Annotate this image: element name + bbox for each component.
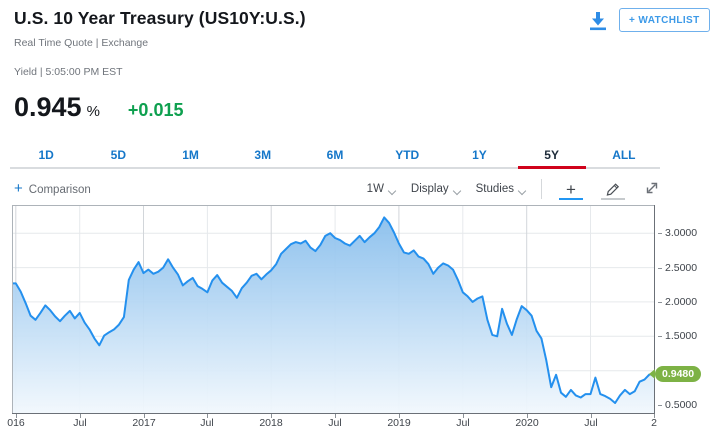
range-tabs: 1D 5D 1M 3M 6M YTD 1Y 5Y ALL [10, 145, 660, 169]
quote-time-line: Yield | 5:05:00 PM EST [14, 66, 123, 78]
x-axis-label: Jul [456, 417, 470, 429]
tab-1y[interactable]: 1Y [472, 148, 487, 162]
x-axis-tick [463, 414, 464, 418]
chart-toolbar: 1W Display Studies + [367, 178, 660, 200]
page-title: U.S. 10 Year Treasury (US10Y:U.S.) [14, 8, 306, 28]
chevron-down-icon [517, 186, 527, 195]
tab-6m[interactable]: 6M [326, 148, 344, 162]
x-axis-tick [399, 414, 400, 418]
tab-1d[interactable]: 1D [38, 148, 54, 162]
tool-underline [601, 197, 625, 200]
x-axis-label: 2017 [132, 417, 156, 429]
toolbar-divider [541, 179, 542, 199]
tab-all[interactable]: ALL [612, 148, 636, 162]
x-axis-label: Jul [73, 417, 87, 429]
active-tool-underline [559, 197, 583, 200]
plus-icon: + [14, 180, 23, 197]
x-axis-tick [144, 414, 145, 418]
x-axis-tick [335, 414, 336, 418]
interval-dropdown[interactable]: 1W [366, 183, 397, 195]
x-axis-label: Jul [328, 417, 342, 429]
crosshair-icon: + [566, 179, 576, 199]
draw-icon [606, 182, 620, 196]
tab-ytd[interactable]: YTD [395, 148, 420, 162]
x-axis-label: 016 [7, 417, 25, 429]
x-axis-tick [80, 414, 81, 418]
x-axis-tick [207, 414, 208, 418]
studies-dropdown[interactable]: Studies [475, 183, 527, 195]
tab-3m[interactable]: 3M [254, 148, 272, 162]
add-watchlist-button[interactable]: + WATCHLIST [619, 8, 710, 32]
chevron-down-icon [387, 186, 397, 195]
x-axis-label: 2 [651, 417, 657, 429]
download-button[interactable] [585, 8, 611, 34]
tab-5d[interactable]: 5D [110, 148, 126, 162]
chevron-down-icon [452, 186, 461, 195]
y-axis-label: 0.5000 [655, 398, 697, 412]
price-value: 0.945 [14, 92, 82, 122]
x-axis-label: Jul [200, 417, 214, 429]
x-axis-tick [271, 414, 272, 418]
draw-tool-button[interactable] [600, 178, 626, 200]
comparison-button[interactable]: + Comparison [14, 180, 91, 197]
price-unit: % [86, 103, 100, 120]
x-axis-label: 2018 [259, 417, 283, 429]
x-axis-label: 2020 [515, 417, 539, 429]
x-axis-tick [654, 414, 655, 418]
comparison-label: Comparison [28, 183, 91, 196]
crosshair-tool-button[interactable]: + [558, 178, 584, 200]
price-chart-area: 0.9480 3.0000 2.5000 2.0000 1.5000 0.5000 016… [0, 205, 710, 446]
y-axis-label: 3.0000 [655, 226, 697, 240]
interval-label: 1W [366, 183, 384, 195]
x-axis-label: Jul [584, 417, 598, 429]
price-change: +0.015 [127, 100, 184, 120]
download-icon [590, 12, 606, 31]
y-axis-label: 2.0000 [655, 295, 697, 309]
expand-icon [646, 182, 658, 193]
fullscreen-button[interactable] [644, 180, 660, 199]
y-axis-label: 1.5000 [655, 329, 697, 343]
x-axis-label: 2019 [387, 417, 411, 429]
y-axis-label: 2.5000 [655, 261, 697, 275]
price-row: 0.945 % +0.015 [14, 92, 183, 123]
price-chart[interactable] [12, 205, 655, 414]
tab-5y[interactable]: 5Y [516, 145, 588, 169]
x-axis-tick [16, 414, 17, 418]
current-value-badge: 0.9480 [648, 366, 702, 382]
x-axis-tick [591, 414, 592, 418]
x-axis-tick [527, 414, 528, 418]
display-dropdown[interactable]: Display [410, 183, 461, 195]
tab-1m[interactable]: 1M [182, 148, 199, 162]
display-label: Display [410, 183, 449, 195]
studies-label: Studies [475, 183, 514, 195]
watchlist-label: + WATCHLIST [629, 14, 700, 26]
quote-source-subtitle: Real Time Quote | Exchange [14, 37, 149, 49]
